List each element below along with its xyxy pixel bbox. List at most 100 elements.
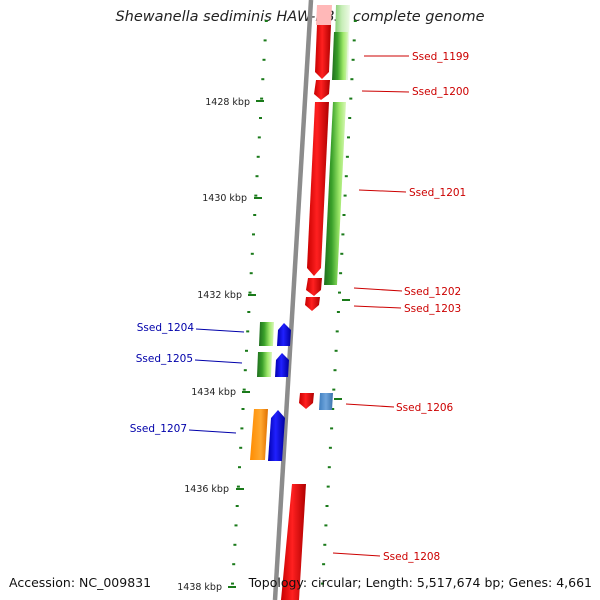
scale-dot xyxy=(235,505,239,507)
scale-dot xyxy=(334,349,338,352)
scale-dot xyxy=(326,485,330,488)
label-Ssed_1202[interactable]: Ssed_1202 xyxy=(353,286,461,298)
scale-dot xyxy=(234,524,238,527)
gene-Ssed_1208[interactable] xyxy=(281,484,306,600)
scale-dot xyxy=(336,311,340,313)
scale-dot xyxy=(333,369,337,372)
genome-stats-text: Topology: circular; Length: 5,517,674 bp… xyxy=(248,575,592,590)
label-Ssed_1207[interactable]: Ssed_1207 xyxy=(130,423,237,435)
svg-text:Ssed_1201: Ssed_1201 xyxy=(409,187,466,199)
scale-dot xyxy=(247,311,251,313)
scale-dot xyxy=(338,291,341,294)
gene-Ssed_1202[interactable] xyxy=(306,278,322,296)
scale-label-1438: 1438 kbp xyxy=(177,582,222,593)
svg-text:Ssed_1207: Ssed_1207 xyxy=(130,423,187,435)
gene-Ssed_1204[interactable] xyxy=(259,322,291,346)
svg-text:Ssed_1205: Ssed_1205 xyxy=(136,353,193,365)
scale-dot xyxy=(262,58,266,61)
scale-dot xyxy=(253,214,257,216)
scale-dot xyxy=(339,272,343,275)
accession-text: Accession: NC_009831 xyxy=(9,575,152,590)
scale-dot xyxy=(236,485,240,488)
scale-dot xyxy=(352,39,356,42)
scale-dot xyxy=(321,582,324,585)
map-title: Shewanella sediminis HAW-EB3, complete g… xyxy=(115,9,485,25)
scale-dot xyxy=(240,427,244,430)
scale-dot xyxy=(322,563,326,566)
scale-dot xyxy=(232,563,236,566)
scale-dot xyxy=(255,175,259,178)
label-Ssed_1200[interactable]: Ssed_1200 xyxy=(361,86,469,98)
scale-ruler-right xyxy=(321,20,357,585)
scale-label-1434: 1434 kbp xyxy=(191,387,236,398)
scale-dot xyxy=(353,20,357,22)
svg-text:Ssed_1200: Ssed_1200 xyxy=(412,86,469,98)
scale-dot xyxy=(351,58,355,61)
scale-dot xyxy=(325,505,329,507)
scale-dot xyxy=(264,20,268,22)
scale-dot xyxy=(341,233,345,236)
scale-dot xyxy=(254,194,258,197)
scale-dot xyxy=(348,117,352,119)
scale-dot xyxy=(241,408,245,410)
scale-dot xyxy=(231,582,234,585)
svg-text:Ssed_1203: Ssed_1203 xyxy=(404,303,461,315)
scale-dot xyxy=(345,155,349,158)
scale-dot xyxy=(261,78,265,81)
gene-Ssed_1199[interactable] xyxy=(315,5,332,79)
label-Ssed_1208[interactable]: Ssed_1208 xyxy=(332,551,440,563)
scale-dot xyxy=(340,252,344,255)
scale-dot xyxy=(252,233,255,236)
scale-dot xyxy=(342,214,346,216)
scale-tick-1436: 1436 kbp xyxy=(184,484,244,495)
scale-tick-1434: 1434 kbp xyxy=(191,387,250,398)
scale-dot xyxy=(239,446,243,449)
scale-dot xyxy=(246,330,250,333)
label-Ssed_1205[interactable]: Ssed_1205 xyxy=(136,353,243,365)
gene-Ssed_1206[interactable] xyxy=(299,393,314,409)
scale-label-1432: 1432 kbp xyxy=(197,290,242,301)
scale-dot xyxy=(349,97,353,100)
scale-dot xyxy=(242,388,246,391)
svg-text:Ssed_1204: Ssed_1204 xyxy=(137,322,195,334)
gene-Ssed_1203[interactable] xyxy=(305,297,320,311)
scale-dot xyxy=(250,252,254,255)
scale-dot xyxy=(347,136,350,139)
label-Ssed_1201[interactable]: Ssed_1201 xyxy=(358,187,466,199)
scale-dot xyxy=(331,408,335,410)
scale-dot xyxy=(327,466,331,469)
scale-tick-1432: 1432 kbp xyxy=(197,290,256,301)
scale-dot xyxy=(328,446,332,449)
scale-label-1428: 1428 kbp xyxy=(205,97,250,108)
label-Ssed_1203[interactable]: Ssed_1203 xyxy=(353,303,461,315)
scale-dot xyxy=(330,427,334,430)
gene-Ssed_1200[interactable] xyxy=(314,80,330,100)
scale-ruler-left xyxy=(231,20,268,585)
scale-dot xyxy=(233,543,237,546)
scale-dot xyxy=(343,194,347,197)
scale-dot xyxy=(324,524,328,527)
scale-dot xyxy=(350,78,354,81)
label-Ssed_1199[interactable]: Ssed_1199 xyxy=(364,51,469,63)
scale-tick-1438: 1438 kbp xyxy=(177,582,236,593)
expression-track-reverse xyxy=(319,5,350,410)
scale-tick-1428: 1428 kbp xyxy=(205,97,264,108)
scale-dot xyxy=(259,117,262,119)
svg-text:Ssed_1199: Ssed_1199 xyxy=(412,51,469,63)
scale-dot xyxy=(344,175,348,178)
svg-text:Ssed_1202: Ssed_1202 xyxy=(404,286,461,298)
scale-dot xyxy=(248,291,252,294)
gene-Ssed_1205[interactable] xyxy=(257,352,289,377)
label-Ssed_1204[interactable]: Ssed_1204 xyxy=(137,322,245,334)
label-Ssed_1206[interactable]: Ssed_1206 xyxy=(345,402,454,414)
scale-dot xyxy=(238,466,241,469)
scale-dot xyxy=(323,543,327,546)
gene-Ssed_1201[interactable] xyxy=(307,102,329,276)
scale-dot xyxy=(249,272,253,275)
gene-Ssed_1207[interactable] xyxy=(250,409,285,461)
svg-text:Ssed_1206: Ssed_1206 xyxy=(396,402,454,414)
scale-dot xyxy=(257,136,261,139)
scale-dot xyxy=(243,369,247,372)
scale-tick-1430: 1430 kbp xyxy=(202,193,262,204)
